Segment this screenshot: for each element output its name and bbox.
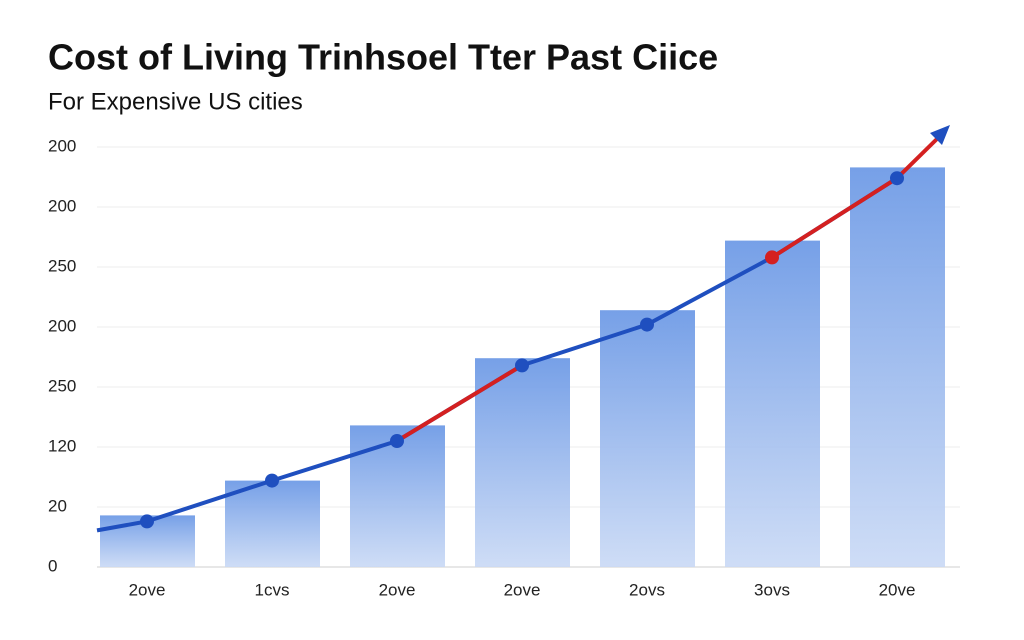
bar [850,167,945,567]
x-tick-label: 2ove [379,580,416,599]
x-tick-label: 2ovs [629,580,665,599]
y-tick-label: 250 [48,376,76,395]
bar [475,358,570,567]
point [890,171,904,186]
point [265,473,279,488]
y-tick-label: 250 [48,256,76,275]
arrow-head [930,125,950,145]
highlight-segment [395,363,524,443]
bar [725,240,820,567]
x-tick-label: 20ve [879,580,916,599]
y-tick-label: 120 [48,436,76,455]
point [515,358,529,373]
x-tick-label: 2ove [129,580,166,599]
bar [225,480,320,567]
point [390,434,404,448]
line-lead [96,519,148,533]
x-tick-label: 2ove [504,580,541,599]
y-tick-label: 0 [48,556,57,575]
point [140,514,154,529]
chart-title: Cost of Living Trinhsoel Tter Past Ciice [48,37,718,78]
highlight-segment [770,176,899,260]
line-tail [895,132,944,180]
x-tick-label: 1cvs [255,580,290,599]
y-tick-label: 200 [48,136,76,155]
y-tick-label: 200 [48,316,76,335]
point [640,317,654,332]
y-tick-label: 200 [48,196,76,215]
x-tick-label: 3ovs [754,580,790,599]
y-tick-label: 20 [48,496,67,515]
point [765,250,779,265]
chart-subtitle: For Expensive US cities [48,88,303,115]
bar [600,310,695,567]
